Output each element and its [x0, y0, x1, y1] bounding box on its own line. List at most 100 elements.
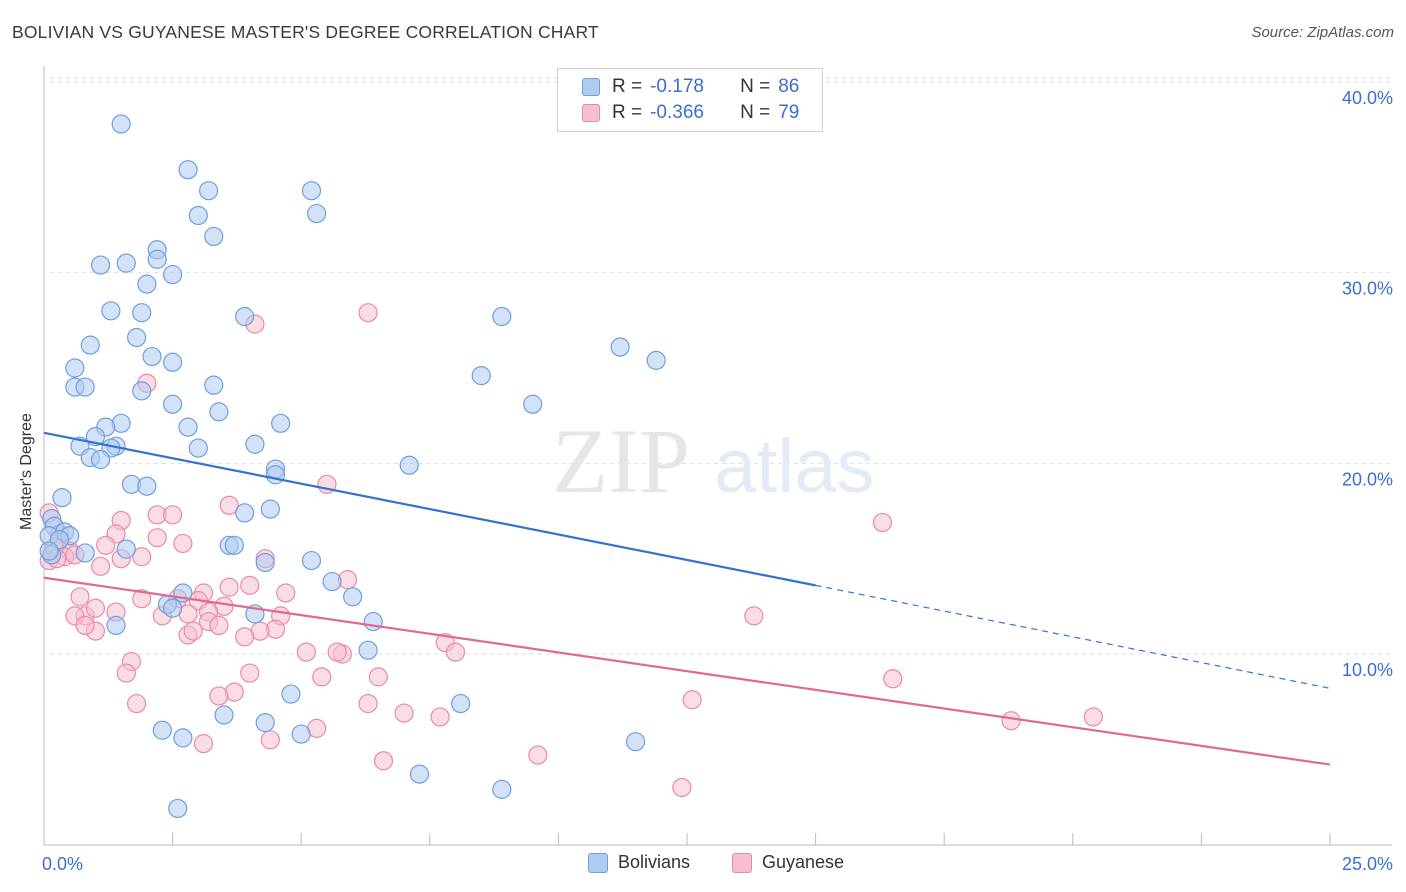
bolivian-trendline	[43, 431, 816, 587]
n-label: N =	[740, 76, 771, 97]
bolivian-point	[610, 337, 630, 357]
bolivian-point	[132, 303, 152, 323]
bolivian-point	[255, 713, 275, 733]
bolivian-point	[111, 114, 131, 134]
bolivian-point	[291, 724, 311, 744]
legend-item-bolivians[interactable]: Bolivians	[588, 852, 690, 873]
guyanese-points	[39, 303, 1103, 798]
bolivian-point	[235, 306, 255, 327]
n-value: 79	[778, 102, 800, 123]
guyanese-point	[358, 693, 378, 714]
guyanese-point	[445, 642, 466, 662]
bolivian-point	[204, 226, 224, 247]
x-tick-label-max: 25.0%	[1342, 854, 1393, 874]
r-label: R =	[612, 102, 643, 123]
bolivian-point	[75, 377, 95, 397]
guyanese-point	[132, 547, 152, 567]
bolivian-point	[90, 255, 111, 275]
guyanese-point	[276, 583, 296, 603]
bolivian-point	[39, 541, 59, 561]
y-tick-label: 40.0%	[1342, 88, 1393, 108]
bolivian-point	[343, 587, 363, 607]
guyanese-point	[296, 642, 316, 662]
bolivian-point	[163, 394, 183, 414]
legend-label-guyanese: Guyanese	[762, 852, 845, 872]
legend-row-guyanese: R = -0.366 N = 79	[582, 101, 799, 125]
bolivian-point	[116, 253, 136, 273]
bolivian-point	[163, 264, 183, 285]
bolivian-point	[271, 413, 291, 433]
legend-item-guyanese[interactable]: Guyanese	[732, 852, 844, 873]
bolivian-point	[301, 550, 322, 571]
guyanese-point	[163, 505, 183, 525]
y-tick-label: 30.0%	[1342, 279, 1393, 299]
bolivian-point	[90, 449, 111, 470]
bolivian-point	[399, 455, 419, 475]
bolivian-point	[101, 301, 121, 321]
guyanese-point	[1001, 711, 1021, 731]
bolivian-point	[75, 543, 95, 563]
guyanese-point	[75, 615, 95, 636]
bolivian-point	[209, 402, 229, 422]
bolivian-point	[173, 728, 193, 748]
bolivian-point	[199, 181, 219, 201]
guyanese-point	[394, 703, 414, 723]
bolivian-point	[152, 720, 172, 740]
bolivian-point	[147, 249, 167, 269]
bolivian-point	[492, 779, 512, 799]
bolivian-point	[52, 488, 72, 508]
guyanese-point	[183, 621, 203, 641]
guyanese-point	[312, 667, 332, 687]
guyanese-point	[96, 535, 116, 555]
guyanese-point	[240, 663, 260, 683]
bolivian-point	[255, 552, 275, 573]
bolivian-point	[132, 381, 152, 401]
guyanese-point	[883, 669, 903, 689]
bolivian-point	[168, 798, 188, 819]
bolivian-point	[188, 438, 208, 458]
bolivian-point	[281, 684, 301, 704]
bolivian-point	[523, 394, 543, 414]
y-tick-label: 10.0%	[1342, 660, 1393, 680]
guyanese-point	[219, 577, 239, 597]
guyanese-point	[70, 587, 90, 607]
guyanese-point	[368, 667, 388, 687]
guyanese-point	[126, 693, 147, 714]
bolivian-points	[39, 114, 666, 819]
bolivian-point	[214, 705, 234, 725]
bolivian-point	[363, 611, 383, 632]
bolivian-point	[245, 434, 265, 454]
bolivian-point	[322, 571, 342, 592]
bolivian-point	[301, 181, 322, 201]
bolivian-point	[492, 306, 512, 327]
bolivian-point	[80, 335, 100, 355]
watermark-zip: ZIP	[552, 410, 690, 512]
bolivian-point	[307, 203, 327, 224]
bolivian-point	[451, 693, 471, 714]
trendlines	[43, 431, 1331, 766]
guyanese-point	[744, 606, 764, 626]
y-axis-label: Master's Degree	[18, 413, 35, 530]
bolivian-point	[260, 499, 280, 519]
guyanese-point	[528, 745, 548, 765]
guyanese-point	[430, 707, 450, 727]
bolivian-point	[163, 352, 183, 372]
guyanese-point	[173, 533, 193, 554]
bolivian-point	[65, 358, 85, 378]
source-credit: Source: ZipAtlas.com	[1251, 24, 1394, 41]
bolivian-point	[178, 160, 198, 180]
bolivian-point	[646, 350, 666, 370]
bolivian-point	[358, 640, 378, 660]
guyanese-legend-swatch	[732, 852, 752, 873]
guyanese-point	[682, 690, 702, 710]
r-label: R =	[612, 76, 643, 97]
bolivian-point	[204, 375, 224, 395]
bolivian-point	[625, 732, 646, 752]
bolivian-point	[471, 366, 491, 386]
bolivian-point	[163, 598, 183, 618]
legend-label-bolivians: Bolivians	[618, 852, 691, 872]
bolivian-point	[106, 615, 126, 636]
bolivian-point	[265, 465, 286, 485]
bolivian-point	[142, 346, 162, 367]
